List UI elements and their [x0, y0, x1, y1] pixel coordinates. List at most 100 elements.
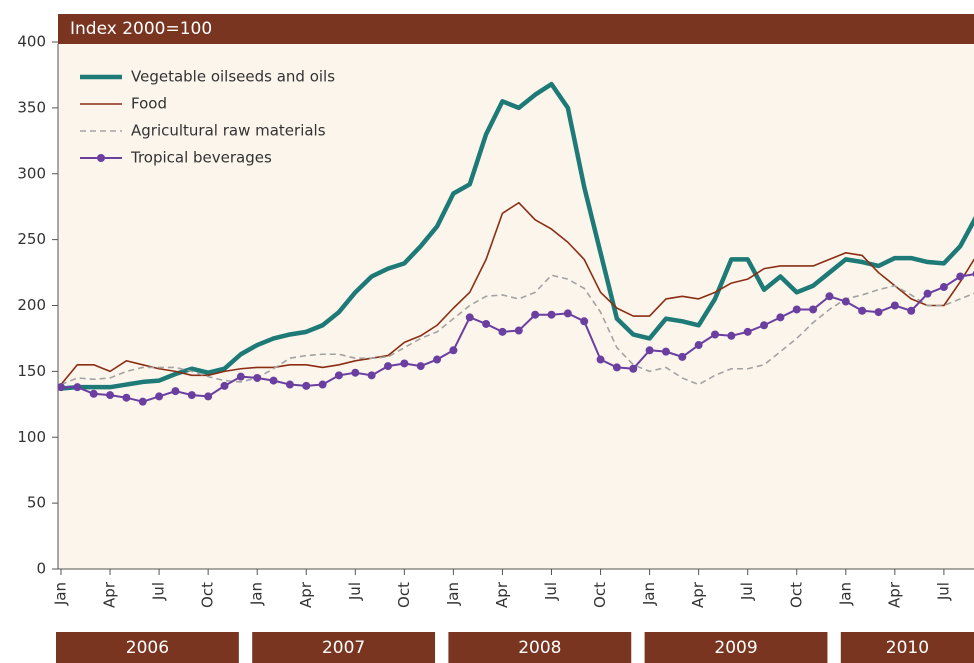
- year-label: 2006: [126, 638, 169, 658]
- y-tick-label: 300: [17, 164, 46, 182]
- series-marker: [629, 364, 638, 373]
- year-label: 2007: [322, 638, 365, 658]
- x-tick-label: Oct: [787, 582, 805, 608]
- series-marker: [187, 391, 196, 400]
- series-marker: [302, 381, 311, 390]
- series-marker: [825, 292, 834, 301]
- y-tick-label: 250: [17, 230, 46, 248]
- y-tick-label: 400: [17, 33, 46, 51]
- series-marker: [498, 327, 507, 336]
- series-marker: [661, 347, 670, 356]
- series-marker: [384, 362, 392, 371]
- series-marker: [204, 392, 213, 401]
- series-marker: [612, 363, 621, 372]
- series-marker: [858, 306, 867, 315]
- x-tick-label: Jan: [52, 582, 70, 606]
- header-band: [58, 14, 974, 44]
- x-tick-label: Apr: [297, 581, 315, 608]
- series-line: [60, 201, 974, 386]
- x-tick-label: Jul: [346, 582, 364, 601]
- series-marker: [743, 327, 752, 336]
- x-tick-label: Oct: [199, 582, 217, 608]
- y-tick-label: 150: [17, 362, 46, 380]
- series-marker: [514, 326, 523, 335]
- x-tick-label: Jan: [248, 582, 266, 606]
- x-tick-label: Jul: [738, 582, 756, 601]
- series-marker: [334, 371, 343, 380]
- series-marker: [563, 309, 572, 318]
- x-tick-label: Jan: [444, 582, 462, 606]
- series-marker: [269, 376, 278, 385]
- series-marker: [678, 352, 687, 361]
- series-marker: [874, 308, 883, 317]
- series-marker: [351, 368, 360, 377]
- y-tick-label: 0: [36, 560, 46, 578]
- series-marker: [465, 313, 474, 322]
- series-marker: [220, 381, 229, 390]
- series-marker: [645, 346, 654, 355]
- x-tick-label: Oct: [395, 582, 413, 608]
- series-marker: [73, 383, 82, 392]
- series-marker: [253, 373, 262, 382]
- series-marker: [449, 346, 458, 355]
- series-marker: [122, 393, 131, 402]
- series-marker: [907, 306, 916, 315]
- series-marker: [318, 380, 327, 389]
- x-tick-label: Jul: [150, 582, 168, 601]
- series-marker: [547, 310, 556, 319]
- series-marker: [890, 301, 899, 310]
- series-marker: [939, 283, 948, 292]
- series-marker: [809, 305, 818, 314]
- plot-background: [58, 44, 974, 569]
- x-tick-label: Apr: [689, 581, 707, 608]
- x-tick-label: Jul: [542, 582, 560, 601]
- series-marker: [58, 383, 65, 392]
- series-marker: [482, 319, 491, 328]
- year-band: [56, 632, 239, 663]
- series-marker: [694, 341, 703, 350]
- series-marker: [923, 289, 932, 298]
- series-marker: [727, 331, 736, 340]
- year-band: [448, 632, 632, 663]
- legend-label: Vegetable oilseeds and oils: [131, 68, 335, 86]
- year-band: [252, 632, 436, 663]
- legend-label: Food: [131, 95, 167, 113]
- series-marker: [285, 380, 294, 389]
- series-marker: [367, 371, 376, 380]
- series-marker: [236, 372, 245, 381]
- series-marker: [841, 297, 850, 306]
- series-marker: [155, 392, 164, 401]
- year-band: [644, 632, 828, 663]
- year-band: [840, 632, 974, 663]
- x-tick-label: Jan: [640, 582, 658, 606]
- series-marker: [580, 317, 589, 326]
- plot: [58, 81, 974, 406]
- x-tick-label: Apr: [493, 581, 511, 608]
- y-tick-label: 100: [17, 428, 46, 446]
- y-tick-label: 200: [17, 296, 46, 314]
- series-marker: [400, 359, 409, 368]
- year-label: 2008: [518, 638, 561, 658]
- x-tick-label: Oct: [591, 582, 609, 608]
- series-marker: [792, 305, 801, 314]
- y-tick-label: 350: [17, 98, 46, 116]
- series-marker: [138, 397, 147, 406]
- x-tick-label: Jan: [836, 582, 854, 606]
- series-marker: [106, 391, 115, 400]
- series-marker: [760, 321, 769, 330]
- series-marker: [711, 330, 719, 339]
- x-tick-label: Apr: [885, 581, 903, 608]
- subtitle: Index 2000=100: [70, 19, 212, 39]
- series-marker: [171, 387, 180, 396]
- series-marker: [416, 362, 425, 371]
- series-marker: [433, 355, 442, 364]
- year-label: 2010: [886, 638, 929, 658]
- legend-label: Tropical beverages: [130, 149, 272, 167]
- series-marker: [89, 389, 98, 398]
- series-line: [60, 81, 974, 391]
- legend-label: Agricultural raw materials: [131, 122, 326, 140]
- series-marker: [776, 313, 785, 322]
- y-tick-label: 50: [27, 494, 46, 512]
- x-tick-label: Apr: [101, 581, 119, 608]
